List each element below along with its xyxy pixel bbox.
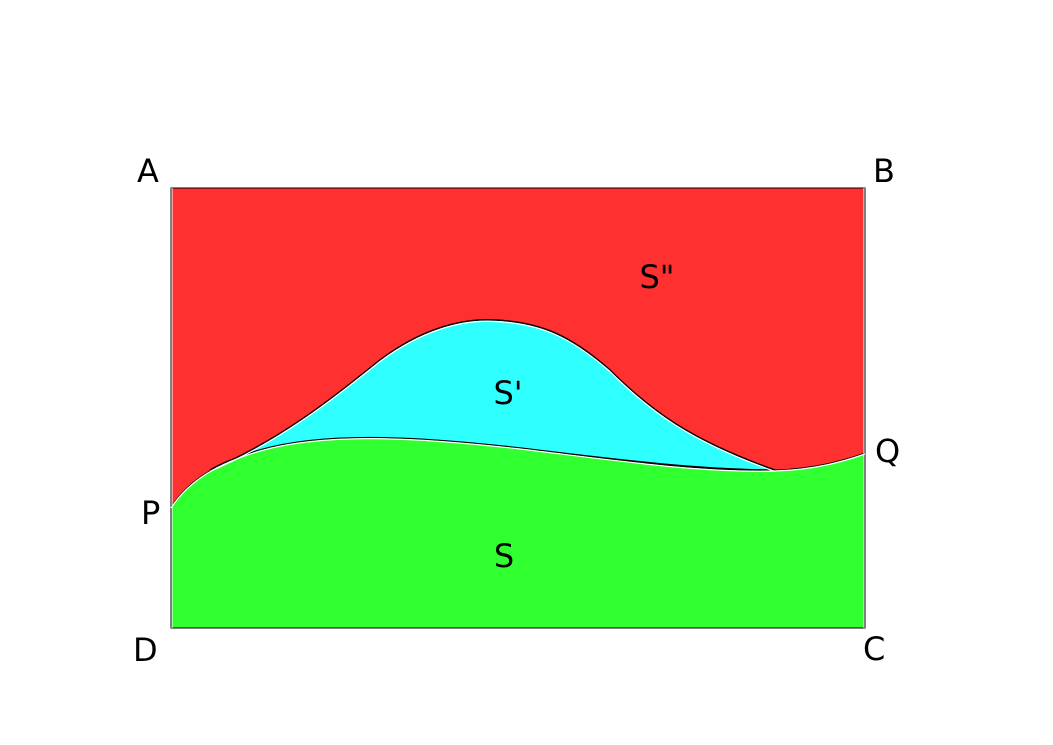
region-label-s: S: [494, 537, 514, 575]
vertex-label-d: D: [133, 631, 158, 669]
curve-upper-highlight: [209, 320, 776, 473]
vertex-label-c: C: [863, 630, 885, 668]
vertex-label-p: P: [141, 494, 160, 532]
vertex-label-q: Q: [875, 432, 900, 470]
region-s: [170, 437, 866, 629]
vertex-label-a: A: [137, 152, 159, 190]
region-label-s-double-prime: S": [639, 258, 674, 296]
curve-lower-highlight: [170, 438, 866, 509]
vertex-label-b: B: [873, 152, 895, 190]
region-label-s-prime: S': [493, 374, 522, 412]
